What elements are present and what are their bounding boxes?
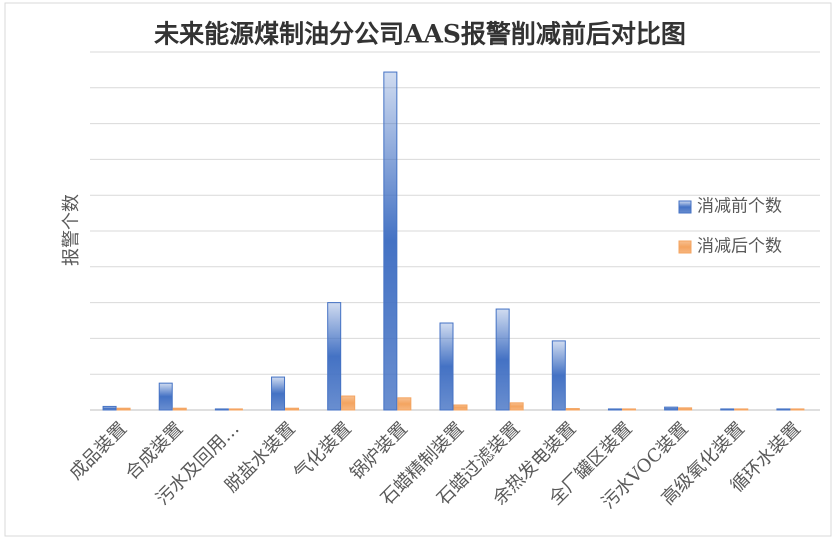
legend-label: 消减后个数 (697, 237, 782, 257)
chart-border (4, 2, 832, 537)
bar (776, 408, 791, 411)
bar (720, 408, 735, 411)
bar (341, 395, 356, 411)
bar (327, 302, 342, 411)
chart-title: 未来能源煤制油分公司AAS报警削减前后对比图 (154, 20, 686, 49)
bar (509, 402, 524, 411)
bar (228, 408, 243, 411)
bar (565, 408, 580, 411)
bar (439, 322, 454, 411)
legend-swatch (678, 200, 692, 214)
bar (383, 71, 398, 411)
y-axis-label: 报警个数 (61, 194, 82, 266)
bar (678, 407, 693, 411)
legend-swatch (678, 240, 692, 254)
bar (790, 408, 805, 411)
legend-label: 消减前个数 (697, 197, 782, 217)
bar (621, 408, 636, 411)
bar (285, 407, 300, 411)
bar (214, 408, 229, 411)
bar (453, 404, 468, 411)
bar (551, 340, 566, 411)
bar (734, 408, 749, 411)
bar (607, 408, 622, 411)
bar (495, 308, 510, 411)
bar (158, 382, 173, 411)
bar (102, 405, 117, 411)
bar (172, 407, 187, 411)
bar (664, 406, 679, 411)
bar (397, 397, 412, 411)
bar (271, 376, 286, 411)
bar (116, 407, 131, 411)
